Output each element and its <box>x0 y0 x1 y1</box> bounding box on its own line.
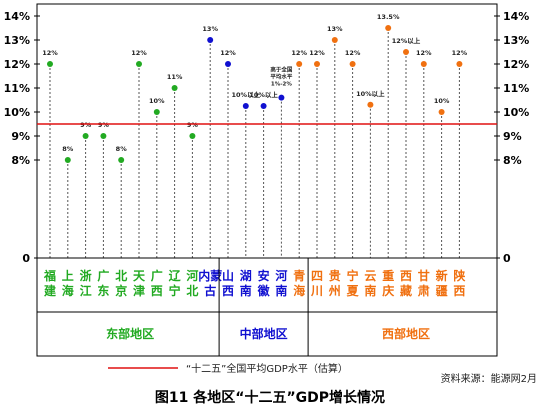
data-point <box>438 109 445 115</box>
group-label: 中部地区 <box>240 326 288 341</box>
group-label: 西部地区 <box>382 326 430 341</box>
province-label: 陕西 <box>453 268 465 298</box>
data-point <box>153 109 160 115</box>
data-point <box>136 61 142 67</box>
data-point <box>349 61 356 67</box>
y-tick-label-left: 14% <box>4 10 30 23</box>
value-label: 9% <box>98 121 110 129</box>
province-label: 河南 <box>274 268 287 298</box>
province-label: 上海 <box>62 268 74 298</box>
y-tick-label-right: 8% <box>503 154 522 167</box>
y-tick-label-left: 11% <box>4 82 30 95</box>
value-label: 10%以上 <box>249 90 278 99</box>
y-tick-label-right: 0 <box>503 252 511 265</box>
value-label: 12% <box>309 49 325 57</box>
y-tick-label-left: 8% <box>11 154 30 167</box>
value-label: 13% <box>202 25 218 33</box>
value-label: 10%以上 <box>232 90 261 99</box>
data-point <box>189 133 196 139</box>
chart-title: 图11 各地区“十二五”GDP增长情况 <box>155 389 385 406</box>
province-label: 宁夏 <box>347 268 360 298</box>
province-label: 广西 <box>151 268 163 298</box>
data-point <box>64 157 71 163</box>
province-label: 西藏 <box>400 269 412 298</box>
data-point <box>260 103 267 109</box>
data-point <box>47 61 53 67</box>
province-label: 云南 <box>364 269 376 298</box>
data-point <box>420 61 427 67</box>
province-label: 福建 <box>43 268 57 298</box>
data-point <box>225 61 231 67</box>
province-label: 浙江 <box>80 268 92 298</box>
value-label: 8% <box>62 145 74 153</box>
value-label: 12% <box>42 49 58 57</box>
data-point <box>331 37 338 43</box>
data-point <box>242 103 249 109</box>
province-label: 山西 <box>222 268 234 298</box>
y-tick-label-right: 9% <box>503 130 522 143</box>
y-tick-label-left: 10% <box>4 106 30 119</box>
y-tick-label-left: 9% <box>11 130 30 143</box>
province-label: 广东 <box>97 268 109 298</box>
province-label: 安徽 <box>257 268 271 298</box>
data-point <box>296 61 303 67</box>
source-note: 资料来源：能源网2月 <box>441 372 537 385</box>
legend-label: “十二五”全国平均GDP水平（估算） <box>186 362 348 375</box>
value-label: 10% <box>434 97 450 105</box>
data-point <box>403 49 409 55</box>
province-label: 新疆 <box>436 268 448 298</box>
value-label: 12%以上 <box>392 36 421 45</box>
value-label: 8% <box>116 145 128 153</box>
data-point <box>100 133 107 139</box>
value-label: 高于全国平均水平 1%-2% <box>270 66 293 88</box>
y-tick-label-right: 11% <box>503 82 529 95</box>
data-point <box>118 157 125 163</box>
y-tick-label-left: 0 <box>22 252 30 265</box>
value-label: 12% <box>220 49 236 57</box>
value-label: 13.5% <box>377 13 400 21</box>
province-label: 天津 <box>133 269 146 298</box>
y-tick-label-left: 12% <box>4 58 30 71</box>
data-point <box>82 133 89 139</box>
province-label: 四川 <box>310 269 323 298</box>
province-label: 内蒙古 <box>198 268 222 298</box>
y-tick-label-right: 13% <box>503 34 529 47</box>
data-point <box>456 61 463 67</box>
data-point <box>367 101 374 108</box>
value-label: 12% <box>291 49 307 57</box>
value-label: 9% <box>80 121 92 129</box>
province-label: 湖南 <box>240 268 252 298</box>
province-label: 北京 <box>115 268 127 298</box>
province-label: 辽宁 <box>169 269 182 298</box>
province-label: 贵州 <box>328 268 341 298</box>
y-tick-label-left: 13% <box>4 34 30 47</box>
data-point <box>207 37 214 43</box>
y-tick-label-right: 14% <box>503 10 529 23</box>
province-label: 河北 <box>185 268 198 298</box>
value-label: 12% <box>345 49 361 57</box>
value-label: 12% <box>131 49 147 57</box>
data-point <box>278 94 285 101</box>
data-point <box>385 25 392 31</box>
value-label: 12% <box>452 49 468 57</box>
y-tick-label-right: 10% <box>503 106 529 119</box>
value-label: 12% <box>416 49 432 57</box>
chart-frame <box>36 3 498 357</box>
value-label: 10%以上 <box>356 89 385 98</box>
y-tick-label-right: 12% <box>503 58 529 71</box>
province-label: 重庆 <box>381 268 394 298</box>
value-label: 11% <box>167 73 183 81</box>
province-label: 甘肃 <box>418 268 430 298</box>
province-label: 青海 <box>293 268 305 298</box>
value-label: 9% <box>187 121 199 129</box>
data-point <box>314 61 320 67</box>
group-label: 东部地区 <box>106 326 154 341</box>
value-label: 13% <box>327 25 343 33</box>
value-label: 10% <box>149 97 165 105</box>
data-point <box>171 85 178 91</box>
